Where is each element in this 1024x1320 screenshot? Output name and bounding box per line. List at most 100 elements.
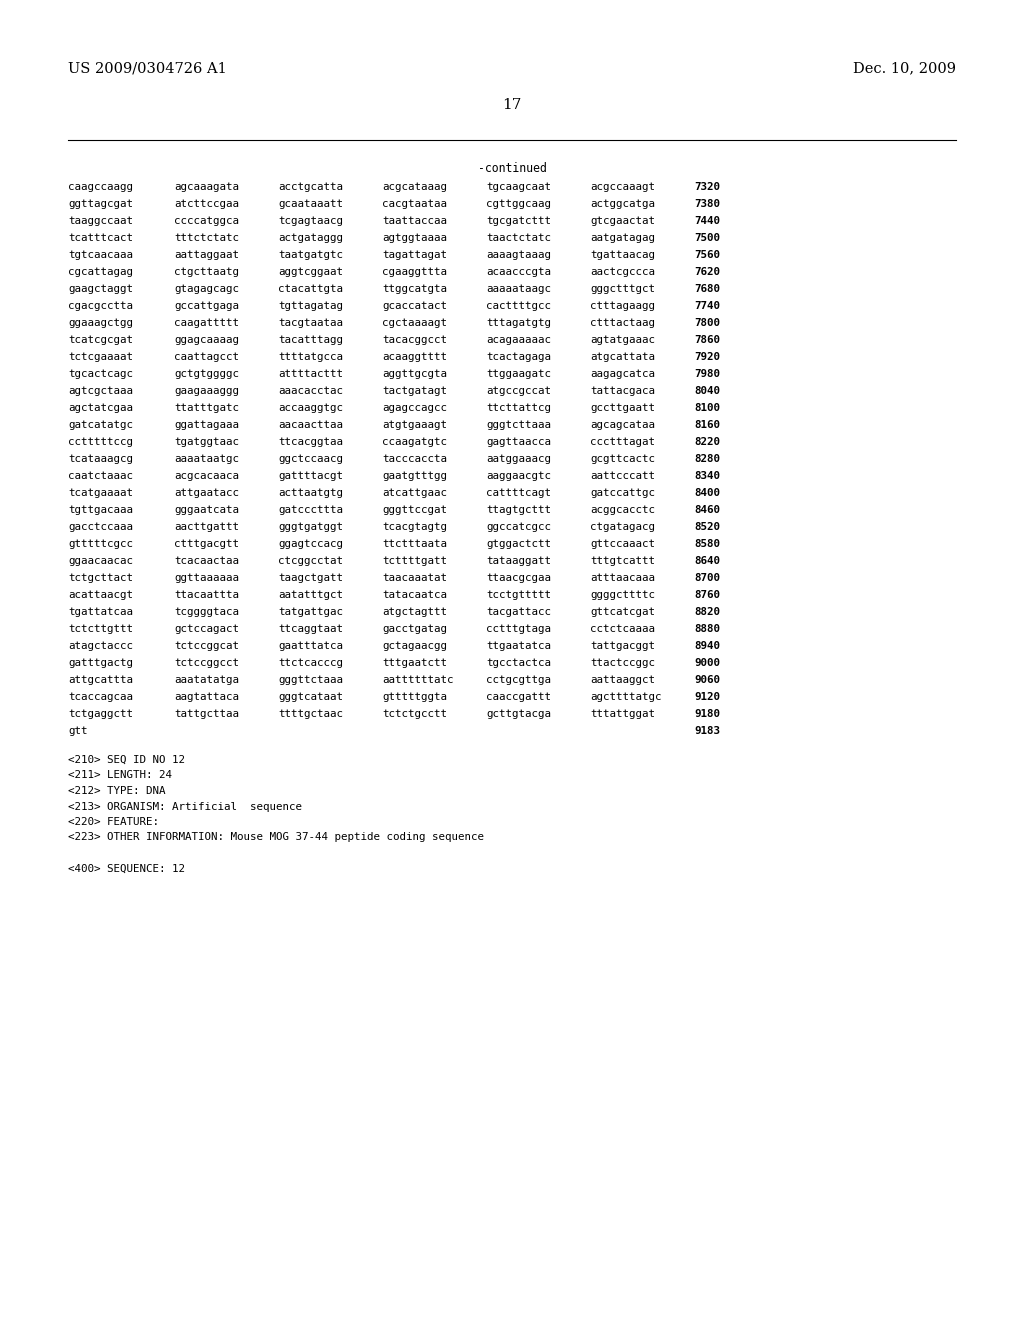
- Text: <212> TYPE: DNA: <212> TYPE: DNA: [68, 785, 166, 796]
- Text: tacacggcct: tacacggcct: [382, 335, 447, 345]
- Text: acaaggtttt: acaaggtttt: [382, 352, 447, 362]
- Text: tcatgaaaat: tcatgaaaat: [68, 488, 133, 498]
- Text: agagccagcc: agagccagcc: [382, 403, 447, 413]
- Text: gctagaacgg: gctagaacgg: [382, 642, 447, 651]
- Text: 8040: 8040: [694, 385, 720, 396]
- Text: aattcccatt: aattcccatt: [590, 471, 655, 480]
- Text: ctttagaagg: ctttagaagg: [590, 301, 655, 312]
- Text: <211> LENGTH: 24: <211> LENGTH: 24: [68, 771, 172, 780]
- Text: tcactagaga: tcactagaga: [486, 352, 551, 362]
- Text: agcttttatgc: agcttttatgc: [590, 692, 662, 702]
- Text: atcttccgaa: atcttccgaa: [174, 199, 239, 209]
- Text: 8160: 8160: [694, 420, 720, 430]
- Text: tttgtcattt: tttgtcattt: [590, 556, 655, 566]
- Text: tttagatgtg: tttagatgtg: [486, 318, 551, 327]
- Text: gaagctaggt: gaagctaggt: [68, 284, 133, 294]
- Text: 7740: 7740: [694, 301, 720, 312]
- Text: 7500: 7500: [694, 234, 720, 243]
- Text: tctgcttact: tctgcttact: [68, 573, 133, 583]
- Text: tattgacggt: tattgacggt: [590, 642, 655, 651]
- Text: tcatttcact: tcatttcact: [68, 234, 133, 243]
- Text: 8100: 8100: [694, 403, 720, 413]
- Text: acattaacgt: acattaacgt: [68, 590, 133, 601]
- Text: aaaataatgc: aaaataatgc: [174, 454, 239, 465]
- Text: acggcacctc: acggcacctc: [590, 506, 655, 515]
- Text: cgctaaaagt: cgctaaaagt: [382, 318, 447, 327]
- Text: attgaatacc: attgaatacc: [174, 488, 239, 498]
- Text: aacttgattt: aacttgattt: [174, 521, 239, 532]
- Text: acgcacaaca: acgcacaaca: [174, 471, 239, 480]
- Text: ttcaggtaat: ttcaggtaat: [278, 624, 343, 634]
- Text: gcgttcactc: gcgttcactc: [590, 454, 655, 465]
- Text: cacgtaataa: cacgtaataa: [382, 199, 447, 209]
- Text: aagagcatca: aagagcatca: [590, 370, 655, 379]
- Text: gcaataaatt: gcaataaatt: [278, 199, 343, 209]
- Text: ttcttattcg: ttcttattcg: [486, 403, 551, 413]
- Text: 9000: 9000: [694, 657, 720, 668]
- Text: tgtcaacaaa: tgtcaacaaa: [68, 249, 133, 260]
- Text: caagattttt: caagattttt: [174, 318, 239, 327]
- Text: gctccagact: gctccagact: [174, 624, 239, 634]
- Text: 8520: 8520: [694, 521, 720, 532]
- Text: acagaaaaac: acagaaaaac: [486, 335, 551, 345]
- Text: 8580: 8580: [694, 539, 720, 549]
- Text: ggaaagctgg: ggaaagctgg: [68, 318, 133, 327]
- Text: tgattaacag: tgattaacag: [590, 249, 655, 260]
- Text: ctgatagacg: ctgatagacg: [590, 521, 655, 532]
- Text: atagctaccc: atagctaccc: [68, 642, 133, 651]
- Text: cgcattagag: cgcattagag: [68, 267, 133, 277]
- Text: tacgattacc: tacgattacc: [486, 607, 551, 616]
- Text: gtttttcgcc: gtttttcgcc: [68, 539, 133, 549]
- Text: 9120: 9120: [694, 692, 720, 702]
- Text: gaagaaaggg: gaagaaaggg: [174, 385, 239, 396]
- Text: aattttttatc: aattttttatc: [382, 675, 454, 685]
- Text: caaccgattt: caaccgattt: [486, 692, 551, 702]
- Text: cctttttccg: cctttttccg: [68, 437, 133, 447]
- Text: gggtcttaaa: gggtcttaaa: [486, 420, 551, 430]
- Text: ggggcttttc: ggggcttttc: [590, 590, 655, 601]
- Text: tttgaatctt: tttgaatctt: [382, 657, 447, 668]
- Text: ccaagatgtc: ccaagatgtc: [382, 437, 447, 447]
- Text: gggtcataat: gggtcataat: [278, 692, 343, 702]
- Text: tacatttagg: tacatttagg: [278, 335, 343, 345]
- Text: 8220: 8220: [694, 437, 720, 447]
- Text: ttaacgcgaa: ttaacgcgaa: [486, 573, 551, 583]
- Text: gttccaaact: gttccaaact: [590, 539, 655, 549]
- Text: gtagagcagc: gtagagcagc: [174, 284, 239, 294]
- Text: tcgagtaacg: tcgagtaacg: [278, 216, 343, 226]
- Text: aattaaggct: aattaaggct: [590, 675, 655, 685]
- Text: tgttgacaaa: tgttgacaaa: [68, 506, 133, 515]
- Text: tgattatcaa: tgattatcaa: [68, 607, 133, 616]
- Text: tgcactcagc: tgcactcagc: [68, 370, 133, 379]
- Text: ccctttagat: ccctttagat: [590, 437, 655, 447]
- Text: tctccggcct: tctccggcct: [174, 657, 239, 668]
- Text: gacctgatag: gacctgatag: [382, 624, 447, 634]
- Text: aacaacttaa: aacaacttaa: [278, 420, 343, 430]
- Text: gcaccatact: gcaccatact: [382, 301, 447, 312]
- Text: ggagcaaaag: ggagcaaaag: [174, 335, 239, 345]
- Text: 8280: 8280: [694, 454, 720, 465]
- Text: agctatcgaa: agctatcgaa: [68, 403, 133, 413]
- Text: cgacgcctta: cgacgcctta: [68, 301, 133, 312]
- Text: taacaaatat: taacaaatat: [382, 573, 447, 583]
- Text: ccccatggca: ccccatggca: [174, 216, 239, 226]
- Text: tgcctactca: tgcctactca: [486, 657, 551, 668]
- Text: cgaaggttta: cgaaggttta: [382, 267, 447, 277]
- Text: tcctgttttt: tcctgttttt: [486, 590, 551, 601]
- Text: gatcatatgc: gatcatatgc: [68, 420, 133, 430]
- Text: atgctagttt: atgctagttt: [382, 607, 447, 616]
- Text: gttcatcgat: gttcatcgat: [590, 607, 655, 616]
- Text: tcttttgatt: tcttttgatt: [382, 556, 447, 566]
- Text: agcaaagata: agcaaagata: [174, 182, 239, 191]
- Text: attttacttt: attttacttt: [278, 370, 343, 379]
- Text: <213> ORGANISM: Artificial  sequence: <213> ORGANISM: Artificial sequence: [68, 801, 302, 812]
- Text: taagctgatt: taagctgatt: [278, 573, 343, 583]
- Text: atgccgccat: atgccgccat: [486, 385, 551, 396]
- Text: aaggaacgtc: aaggaacgtc: [486, 471, 551, 480]
- Text: agtatgaaac: agtatgaaac: [590, 335, 655, 345]
- Text: gggttctaaa: gggttctaaa: [278, 675, 343, 685]
- Text: cctttgtaga: cctttgtaga: [486, 624, 551, 634]
- Text: atcattgaac: atcattgaac: [382, 488, 447, 498]
- Text: ctttgacgtt: ctttgacgtt: [174, 539, 239, 549]
- Text: US 2009/0304726 A1: US 2009/0304726 A1: [68, 61, 226, 75]
